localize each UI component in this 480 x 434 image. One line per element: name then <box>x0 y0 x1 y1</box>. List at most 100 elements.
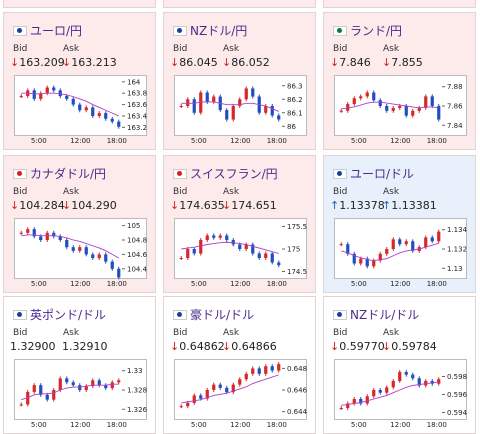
pair-title: ランド/円 <box>350 24 403 38</box>
x-tick-label: 12:00 <box>390 137 410 145</box>
bid-number: 104.284 <box>19 199 65 212</box>
bid-label: Bid <box>173 328 188 338</box>
candle-body <box>212 235 216 238</box>
bid-number: 0.64862 <box>179 340 225 353</box>
candle-body <box>417 107 421 111</box>
candle-body <box>26 391 30 405</box>
candle-body <box>339 244 343 246</box>
y-tick-label: 163.2 <box>127 124 147 132</box>
bid-arrow: ↓ <box>170 199 180 212</box>
candle-body <box>199 395 203 399</box>
candle-body <box>391 381 395 388</box>
x-tick-label: 5:00 <box>351 137 367 145</box>
y-tick-label: 174.5 <box>287 268 307 276</box>
candle-body <box>84 386 88 390</box>
candle-body <box>244 244 248 249</box>
bid-arrow: ↓ <box>10 199 20 212</box>
candle-body <box>365 396 369 404</box>
candle-body <box>52 87 56 91</box>
pair-title: ユーロ/ドル <box>350 167 415 181</box>
y-tick-label: 0.644 <box>287 408 307 416</box>
candle-body <box>58 90 62 97</box>
bid-number: 174.635 <box>179 199 225 212</box>
ask-arrow: ↓ <box>222 56 232 69</box>
y-tick-label: 0.646 <box>287 387 307 395</box>
candle-body <box>26 229 30 233</box>
mini-chart: 0.598 0.596 0.594 5:00 12:00 18:00 <box>334 359 467 429</box>
ask-label: Ask <box>383 44 400 54</box>
candle-body <box>65 378 69 383</box>
pair-title: 豪ドル/ドル <box>190 308 255 322</box>
candle-body <box>97 380 101 386</box>
bid-number: 1.32900 <box>10 340 56 353</box>
mini-chart: 1.134 1.132 1.13 5:00 12:00 18:00 <box>334 218 467 288</box>
candle-body <box>32 385 36 392</box>
mini-chart: 0.648 0.646 0.644 5:00 12:00 18:00 <box>174 359 307 429</box>
y-tick-label: 163.4 <box>127 112 147 120</box>
bid-value: ↓104.284 <box>10 199 65 212</box>
candle-body <box>186 249 190 258</box>
ask-value: ↑1.13381 <box>382 199 437 212</box>
x-tick-label: 18:00 <box>107 137 127 145</box>
candle-body <box>339 110 343 112</box>
ask-number: 174.651 <box>231 199 277 212</box>
candle-body <box>417 378 421 386</box>
y-tick-label: 7.84 <box>447 122 463 130</box>
candle-body <box>192 99 196 113</box>
rate-panel: NZドル/ドル Bid Ask ↓0.59770 ↓0.59784 0.598 0.596 0… <box>323 296 476 434</box>
candle-body <box>264 253 268 258</box>
flag-mark <box>337 312 342 317</box>
candle-body <box>97 254 101 258</box>
ask-value: ↓163.213 <box>62 56 117 69</box>
rate-panel: ユーロ/ドル Bid Ask ↑1.13378 ↑1.13381 1.134 1.132 1.… <box>323 155 476 293</box>
candle-body <box>19 96 23 98</box>
x-tick-label: 5:00 <box>31 280 47 288</box>
moving-average <box>21 92 119 117</box>
candle-body <box>71 382 75 386</box>
ask-value: ↓0.64866 <box>222 340 277 353</box>
candle-body <box>359 96 363 99</box>
rate-panel: カナダドル/円 Bid Ask ↓104.284 ↓104.290 105 104.8 104… <box>3 155 156 293</box>
candle-body <box>19 232 23 234</box>
bid-arrow: ↓ <box>10 56 20 69</box>
candle-body <box>264 106 268 113</box>
candle-body <box>372 92 376 101</box>
candle-body <box>179 406 183 408</box>
y-tick-label: 7.86 <box>447 103 463 111</box>
candle-body <box>424 96 428 108</box>
pair-title: ユーロ/円 <box>30 24 83 38</box>
candle-body <box>437 231 441 242</box>
x-tick-label: 5:00 <box>351 280 367 288</box>
x-tick-label: 12:00 <box>230 137 250 145</box>
pair-title: 英ポンド/ドル <box>30 308 107 322</box>
bid-arrow: ↓ <box>330 56 340 69</box>
x-tick-label: 12:00 <box>230 280 250 288</box>
y-tick-label: 105 <box>127 222 140 230</box>
candle-body <box>110 261 114 269</box>
x-tick-label: 18:00 <box>107 280 127 288</box>
candle-body <box>352 399 356 404</box>
mini-chart: 86.3 86.2 86.1 86 5:00 12:00 18:00 <box>174 75 307 145</box>
x-tick-label: 5:00 <box>31 421 47 429</box>
candle-body <box>32 229 36 237</box>
candle-body <box>104 254 108 262</box>
candle-body <box>199 92 203 113</box>
candle-body <box>218 384 222 388</box>
candle-body <box>378 253 382 261</box>
pair-title: スイスフラン/円 <box>190 167 278 181</box>
y-tick-label: 1.13 <box>447 265 463 273</box>
ask-arrow: ↓ <box>62 56 72 69</box>
y-tick-label: 86.3 <box>287 82 303 90</box>
y-tick-label: 175 <box>287 246 300 254</box>
candle-body <box>104 385 108 389</box>
ask-number: 163.213 <box>71 56 117 69</box>
candle-body <box>212 96 216 102</box>
bid-label: Bid <box>13 44 28 54</box>
y-tick-label: 104.4 <box>127 265 147 273</box>
candle-body <box>231 384 235 393</box>
candle-body <box>192 249 196 254</box>
flag-icon <box>173 26 187 36</box>
ask-number: 1.13381 <box>391 199 437 212</box>
candle-body <box>270 366 274 371</box>
